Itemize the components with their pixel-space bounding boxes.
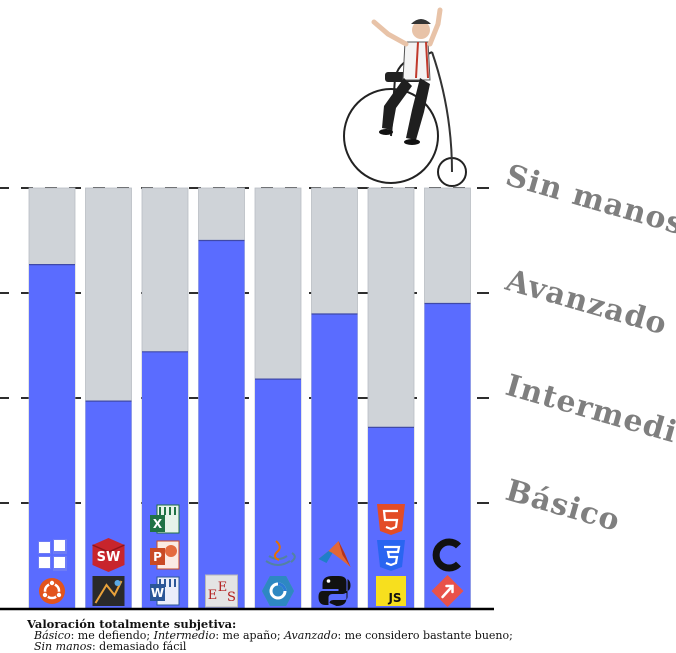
matlab-icon: [318, 541, 351, 567]
level-label: Sin manos: [502, 158, 676, 242]
caption: Valoración totalmente subjetiva: Básico:…: [27, 617, 667, 652]
caption-desc-intermedio: : me apaño;: [215, 629, 285, 642]
caption-line-2: Sin manos: demasiado fácil: [27, 641, 667, 652]
bar-value: [85, 401, 132, 608]
level-label: Básico: [502, 473, 624, 539]
caption-term-sin-manos: Sin manos: [34, 640, 92, 653]
html5-icon: [377, 504, 405, 535]
svg-text:SW: SW: [97, 550, 121, 565]
caption-desc-avanzado: : me considero bastante bueno;: [337, 629, 513, 642]
ubuntu-icon: [39, 578, 65, 604]
caption-desc-sin-manos: : demasiado fácil: [91, 640, 187, 653]
bar-value: [29, 264, 75, 608]
ees-icon: EES: [205, 574, 238, 608]
bar-value: [255, 379, 301, 608]
tableau-icon: [431, 575, 464, 607]
caption-line-1: Básico: me defiendo; Intermedio: me apañ…: [27, 630, 667, 641]
python-icon: [318, 576, 351, 606]
bar-value: [198, 240, 245, 608]
svg-text:S: S: [227, 590, 236, 605]
penny-farthing-rider-icon: [343, 7, 467, 187]
solidworks-icon: SW: [92, 538, 125, 572]
level-labels: Básico Intermedio Avanzado Sin manos: [501, 158, 676, 539]
c-language-icon: [432, 538, 462, 572]
qt-creator-icon: [262, 576, 294, 606]
skill-icons: SW W P X EES JS: [38, 504, 464, 608]
bars: [28, 187, 471, 609]
caption-term-basico: Básico: [34, 629, 71, 642]
svg-text:E: E: [208, 588, 218, 603]
svg-text:E: E: [218, 580, 228, 595]
bar-value: [424, 303, 471, 608]
word-icon: W: [150, 576, 180, 606]
svg-text:JS: JS: [387, 591, 401, 605]
svg-text:X: X: [153, 517, 163, 531]
excel-icon: X: [150, 504, 180, 534]
svg-text:P: P: [153, 550, 162, 564]
caption-desc-basico: : me defiendo;: [70, 629, 154, 642]
powerpoint-icon: P: [150, 540, 180, 570]
javascript-icon: JS: [376, 576, 406, 606]
java-icon: [265, 540, 296, 566]
caption-term-intermedio: Intermedio: [153, 629, 216, 642]
cartoview-icon: [92, 576, 125, 606]
css3-icon: [377, 540, 405, 571]
windows-icon: [38, 539, 67, 571]
caption-term-avanzado: Avanzado: [284, 629, 338, 642]
level-label: Avanzado: [501, 263, 671, 343]
caption-heading: Valoración totalmente subjetiva:: [27, 617, 237, 631]
bar-value: [142, 351, 188, 608]
bar-value: [311, 314, 358, 608]
level-label: Intermedio: [502, 368, 676, 456]
svg-text:W: W: [151, 586, 164, 600]
